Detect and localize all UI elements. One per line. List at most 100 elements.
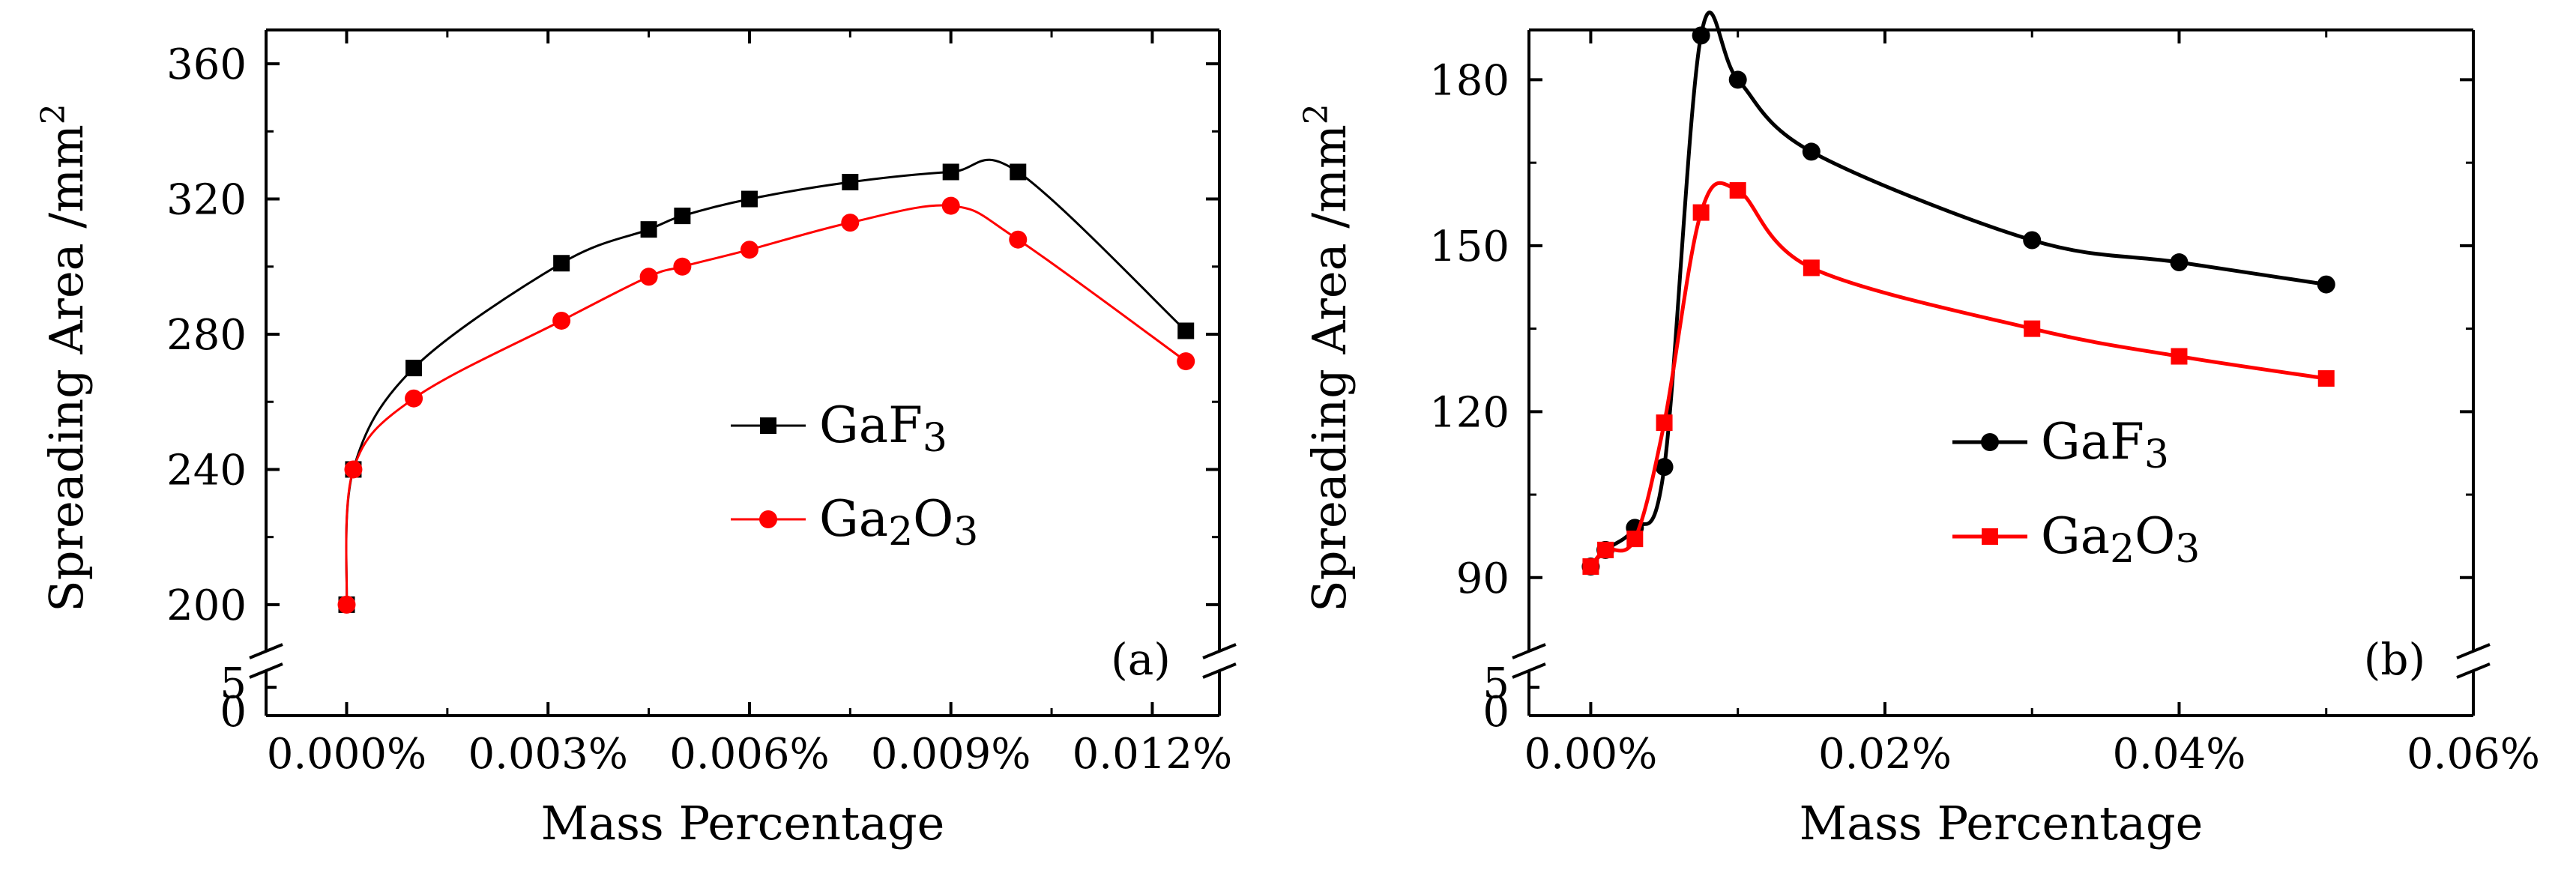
legend-entry: Ga2O3 (731, 490, 978, 555)
data-point (740, 190, 758, 208)
y-axis-title-sup: 2 (1297, 103, 1336, 124)
y-tick-label: 240 (166, 446, 247, 495)
data-point (640, 221, 657, 238)
y-tick-label: 320 (166, 176, 247, 225)
panel-label: (b) (2364, 634, 2425, 685)
axis-break-right (1202, 643, 1237, 679)
legend-entry: GaF3 (1952, 413, 2169, 477)
y-axis-title-sup: 2 (34, 103, 73, 124)
y-tick-label: 90 (1456, 555, 1509, 603)
data-point (942, 163, 959, 181)
legend-label: Ga2O3 (819, 490, 978, 555)
axis-break-slash (1512, 643, 1546, 659)
axes: 0.00% 0.02% 0.04% 0.06% 90 120 150 180 05 (1429, 28, 2540, 779)
data-point (1656, 414, 1673, 432)
axis-break-slash (2456, 662, 2491, 679)
axes: 0.000% 0.003% 0.006% 0.009% 0.012% 200 240 280 3… (166, 28, 1237, 779)
data-point (841, 214, 860, 232)
series-GaF3 (1581, 10, 2335, 576)
chart-panel-a: 0.000% 0.003% 0.006% 0.009% 0.012% 200 240 280 3… (34, 28, 1237, 851)
data-point (2317, 370, 2335, 387)
y-tick-label-lower: 0 (1482, 688, 1509, 737)
data-point (1177, 352, 1195, 371)
data-point (344, 460, 363, 479)
legend-marker (760, 417, 776, 434)
axis-break-slash (1512, 662, 1546, 679)
y-tick-label: 150 (1429, 223, 1509, 271)
axis-break-slash (1202, 643, 1237, 659)
data-point (1009, 230, 1028, 249)
data-point (674, 208, 691, 225)
data-point (405, 360, 423, 377)
y-tick-label-lower: 0 (220, 688, 247, 737)
axis-break-slash (1202, 662, 1237, 679)
series-line (345, 204, 1187, 605)
panel-label: (a) (1111, 634, 1171, 685)
legend-entry: GaF3 (731, 396, 947, 461)
data-point (941, 196, 960, 215)
y-tick-label: 120 (1429, 388, 1509, 437)
data-point (1010, 163, 1027, 181)
data-point (1597, 541, 1614, 558)
data-point (2317, 275, 2335, 294)
data-point (2023, 231, 2042, 250)
y-tick-label-lower: 5 (220, 659, 247, 708)
axis-break-left (1512, 643, 1546, 679)
legend-entry: Ga2O3 (1952, 507, 2200, 572)
y-tick-label: 200 (166, 582, 247, 630)
y-tick-label-lower: 5 (1482, 659, 1509, 708)
x-tick-label: 0.000% (267, 730, 427, 779)
x-axis-title: Mass Percentage (1800, 796, 2204, 851)
data-point (1692, 204, 1710, 221)
series-line (1589, 181, 2327, 568)
x-axis-title: Mass Percentage (541, 796, 945, 851)
data-point (673, 257, 692, 276)
y-tick-label: 360 (166, 40, 247, 89)
axis-break-left (249, 643, 283, 679)
x-tick-label: 0.02% (1818, 730, 1952, 779)
data-point (842, 174, 859, 190)
series-line (345, 158, 1187, 605)
data-point (1728, 70, 1747, 89)
x-tick-label: 0.012% (1073, 730, 1233, 779)
legend-marker (1982, 528, 1998, 545)
data-point (1177, 322, 1195, 339)
data-point (405, 389, 423, 408)
data-point (1582, 558, 1599, 576)
x-tick-label: 0.00% (1524, 730, 1657, 779)
legend-marker (1981, 433, 1999, 451)
axis-break-slash (249, 662, 283, 679)
x-tick-label: 0.006% (669, 730, 830, 779)
x-tick-label: 0.06% (2407, 730, 2540, 779)
data-point (553, 255, 570, 272)
series-Ga2O3 (337, 196, 1195, 614)
axis-break-slash (2456, 643, 2491, 659)
data-point (1803, 259, 1820, 277)
y-axis-title: Spreading Area /mm2 (1297, 103, 1357, 612)
y-tick-label: 180 (1429, 56, 1509, 105)
axis-break-slash (249, 643, 283, 659)
x-tick-label: 0.04% (2113, 730, 2246, 779)
data-point (337, 595, 356, 614)
data-point (552, 311, 571, 330)
data-point (2171, 348, 2188, 365)
legend-label: GaF3 (2041, 413, 2169, 477)
data-point (2170, 253, 2189, 272)
chart-panel-b: 0.00% 0.02% 0.04% 0.06% 90 120 150 180 05 Mass Pe… (1297, 10, 2540, 851)
data-point (639, 268, 658, 286)
series-GaF3 (338, 158, 1195, 613)
y-tick-label: 280 (166, 311, 247, 360)
series-Ga2O3 (1582, 181, 2335, 576)
data-point (1626, 531, 1644, 548)
data-point (1692, 26, 1710, 45)
axis-break-right (2456, 643, 2491, 679)
data-point (740, 241, 758, 259)
legend-label: GaF3 (819, 396, 947, 461)
y-axis-title: Spreading Area /mm2 (34, 103, 94, 612)
x-tick-label: 0.009% (871, 730, 1031, 779)
data-point (2024, 320, 2041, 337)
x-tick-label: 0.003% (468, 730, 628, 779)
data-point (1729, 182, 1746, 199)
data-point (1802, 142, 1821, 161)
